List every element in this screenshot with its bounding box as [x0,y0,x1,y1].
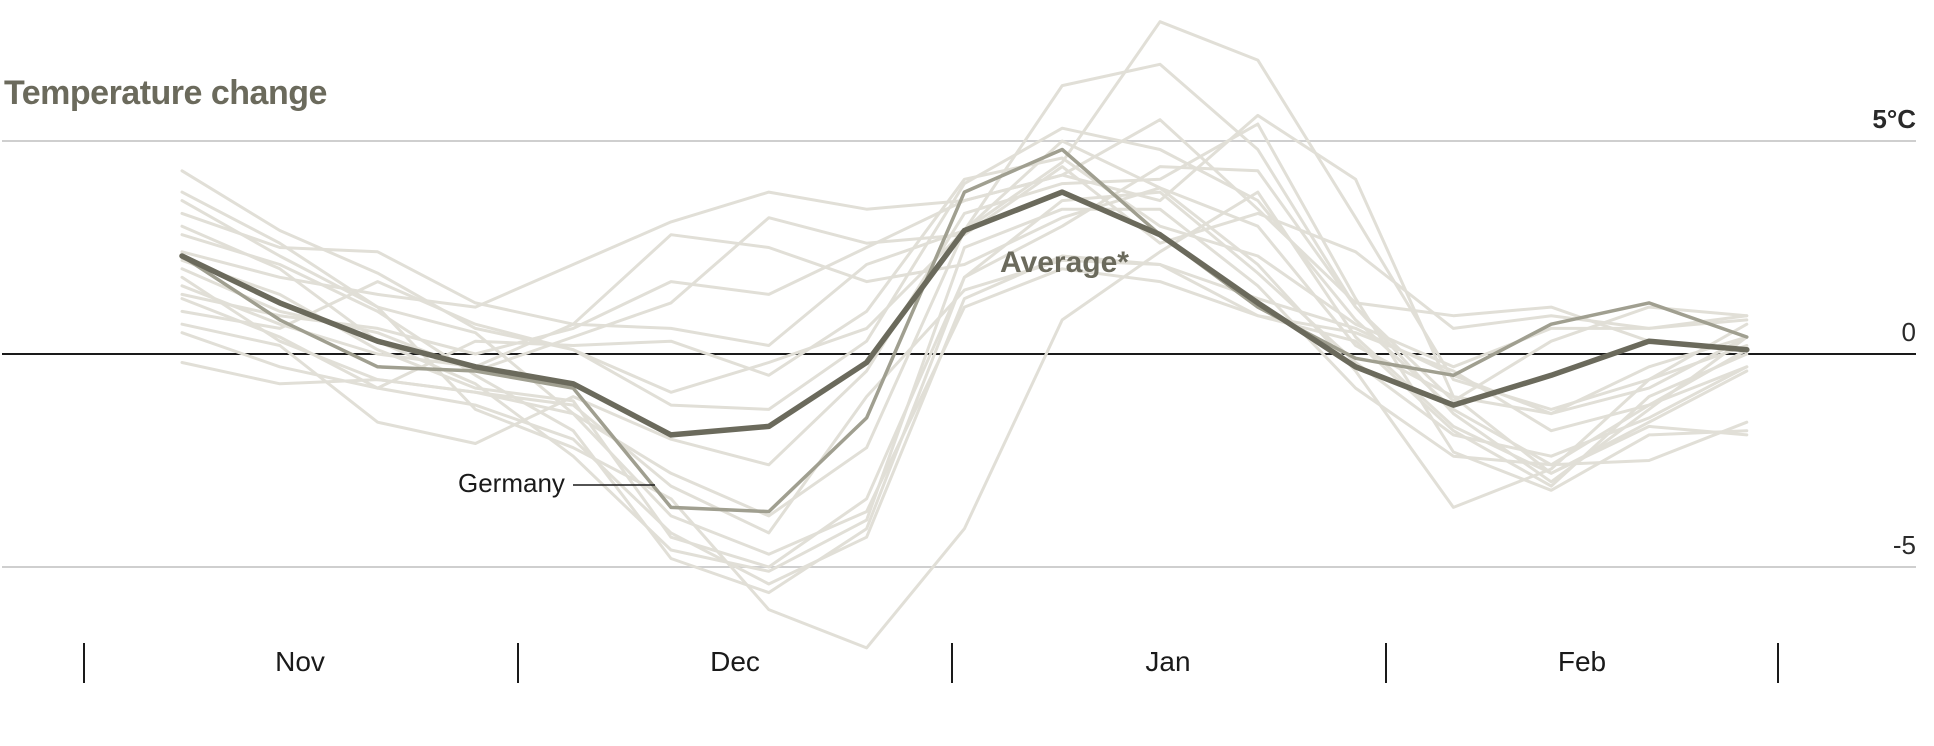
average-series-line [179,189,1750,438]
background-series-group [180,20,1749,650]
x-tick-label: Dec [710,646,760,677]
grid-layer [2,140,1916,683]
background-series-line [180,186,1749,509]
germany-series-line [180,147,1749,514]
background-series-line [180,190,1749,650]
average-label: Average* [1000,246,1129,279]
highlight-series-group [179,147,1750,514]
background-series-line [180,122,1749,492]
y-tick-label: 5°C [1872,104,1916,134]
chart-title: Temperature change [4,74,327,112]
x-tick-label: Feb [1558,646,1606,677]
background-series-line [180,165,1749,373]
background-series-line [180,118,1749,356]
y-tick-label: 0 [1902,317,1916,347]
germany-label: Germany [458,468,565,498]
background-series-line [180,267,1749,556]
background-series-line [180,254,1749,586]
background-series-line [180,165,1749,569]
background-series-line [180,190,1749,595]
x-tick-label: Nov [275,646,325,677]
x-tick-label: Jan [1145,646,1190,677]
labels-layer: 5°C 0 -5 Nov Dec Jan Feb Average* Germany [275,104,1916,677]
y-tick-label: -5 [1893,530,1916,560]
